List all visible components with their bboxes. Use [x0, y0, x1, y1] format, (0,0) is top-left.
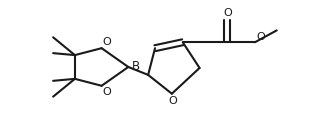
- Text: O: O: [256, 32, 265, 42]
- Text: O: O: [223, 8, 232, 18]
- Text: B: B: [132, 60, 140, 73]
- Text: O: O: [168, 96, 177, 106]
- Text: O: O: [102, 37, 111, 47]
- Text: O: O: [102, 87, 111, 97]
